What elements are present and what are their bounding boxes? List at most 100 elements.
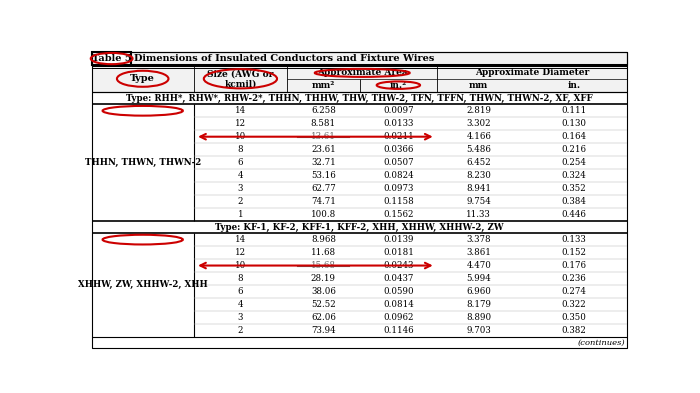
Text: 8.581: 8.581: [311, 119, 336, 128]
Text: (continues): (continues): [578, 338, 626, 347]
Text: 11.33: 11.33: [466, 210, 491, 219]
Text: 0.164: 0.164: [561, 132, 586, 141]
Text: 0.352: 0.352: [561, 184, 586, 193]
Text: 0.0243: 0.0243: [383, 261, 414, 270]
Text: 0.236: 0.236: [561, 274, 586, 283]
Text: 12: 12: [235, 248, 246, 257]
Text: 2.819: 2.819: [466, 106, 491, 115]
Text: 6.452: 6.452: [466, 158, 491, 167]
Text: Type: KF-1, KF-2, KFF-1, KFF-2, XHH, XHHW, XHHW-2, ZW: Type: KF-1, KF-2, KFF-1, KFF-2, XHH, XHH…: [216, 222, 504, 231]
Text: 74.71: 74.71: [311, 197, 336, 206]
Text: 6.960: 6.960: [466, 287, 491, 296]
Text: 0.254: 0.254: [561, 158, 586, 167]
Text: 73.94: 73.94: [311, 326, 336, 335]
Text: 8.890: 8.890: [466, 313, 491, 322]
Text: Type: Type: [130, 74, 155, 83]
Text: 8: 8: [237, 274, 243, 283]
Text: 0.0824: 0.0824: [383, 171, 414, 180]
Text: 1: 1: [237, 210, 243, 219]
Text: 4.470: 4.470: [466, 261, 491, 270]
Text: 0.384: 0.384: [561, 197, 586, 206]
Text: 14: 14: [235, 106, 246, 115]
Text: 3.378: 3.378: [466, 235, 491, 244]
Text: 15.68: 15.68: [311, 261, 336, 270]
Text: Approximate Area: Approximate Area: [317, 68, 407, 77]
Text: 0.350: 0.350: [561, 313, 586, 322]
Text: 0.152: 0.152: [561, 248, 586, 257]
Text: Table 5: Table 5: [92, 54, 132, 63]
Text: 0.446: 0.446: [561, 210, 586, 219]
Text: mm: mm: [469, 81, 489, 90]
Text: 8.941: 8.941: [466, 184, 491, 193]
Text: 38.06: 38.06: [311, 287, 336, 296]
Text: 8.230: 8.230: [466, 171, 491, 180]
Text: 0.0181: 0.0181: [383, 248, 414, 257]
Text: 0.0507: 0.0507: [383, 158, 414, 167]
Text: in.: in.: [567, 81, 580, 90]
Text: 0.1562: 0.1562: [383, 210, 414, 219]
Text: 14: 14: [235, 235, 246, 244]
Text: 0.0437: 0.0437: [383, 274, 414, 283]
Text: 2: 2: [238, 326, 243, 335]
Text: 12: 12: [235, 119, 246, 128]
Text: 62.06: 62.06: [311, 313, 336, 322]
Text: 0.1158: 0.1158: [383, 197, 414, 206]
Text: 10: 10: [234, 132, 246, 141]
Text: 0.0139: 0.0139: [383, 235, 414, 244]
Text: mm²: mm²: [312, 81, 335, 90]
Text: 6.258: 6.258: [311, 106, 336, 115]
Text: 2: 2: [238, 197, 243, 206]
Text: 6: 6: [238, 287, 243, 296]
Text: 8.179: 8.179: [466, 300, 491, 309]
Text: 6: 6: [238, 158, 243, 167]
Text: 53.16: 53.16: [311, 171, 336, 180]
Text: Dimensions of Insulated Conductors and Fixture Wires: Dimensions of Insulated Conductors and F…: [134, 54, 435, 63]
Text: 8: 8: [237, 145, 243, 154]
Text: 0.0590: 0.0590: [383, 287, 414, 296]
Text: in.²: in.²: [390, 81, 407, 90]
Text: Approximate Diameter: Approximate Diameter: [475, 68, 589, 77]
Text: 0.130: 0.130: [561, 119, 586, 128]
Bar: [92, 65, 627, 92]
Text: 10: 10: [234, 261, 246, 270]
Text: 3.302: 3.302: [466, 119, 491, 128]
Bar: [92, 52, 627, 65]
Text: 32.71: 32.71: [311, 158, 336, 167]
Text: 0.0973: 0.0973: [383, 184, 414, 193]
Text: 13.61: 13.61: [311, 132, 336, 141]
Text: 4: 4: [238, 171, 243, 180]
Text: THHN, THWN, THWN-2: THHN, THWN, THWN-2: [85, 158, 201, 167]
Text: 62.77: 62.77: [311, 184, 336, 193]
Text: 3: 3: [238, 313, 243, 322]
Text: 28.19: 28.19: [311, 274, 336, 283]
Text: 0.0814: 0.0814: [383, 300, 414, 309]
Text: 23.61: 23.61: [311, 145, 336, 154]
Text: 0.1146: 0.1146: [383, 326, 414, 335]
Text: 11.68: 11.68: [311, 248, 336, 257]
Text: 3: 3: [238, 184, 243, 193]
Text: 0.274: 0.274: [561, 287, 586, 296]
Text: 3.861: 3.861: [466, 248, 491, 257]
Text: 0.0097: 0.0097: [383, 106, 414, 115]
Text: Size (AWG or
kcmil): Size (AWG or kcmil): [207, 69, 274, 88]
Text: 4.166: 4.166: [466, 132, 491, 141]
Text: 4: 4: [238, 300, 243, 309]
Text: 0.111: 0.111: [561, 106, 587, 115]
Text: 52.52: 52.52: [311, 300, 336, 309]
Text: 100.8: 100.8: [311, 210, 336, 219]
Text: 9.754: 9.754: [466, 197, 491, 206]
Text: 0.322: 0.322: [561, 300, 586, 309]
Text: 9.703: 9.703: [466, 326, 491, 335]
Text: XHHW, ZW, XHHW-2, XHH: XHHW, ZW, XHHW-2, XHH: [78, 281, 208, 290]
Text: 0.176: 0.176: [561, 261, 586, 270]
Text: 0.0211: 0.0211: [383, 132, 414, 141]
Text: 0.0962: 0.0962: [383, 313, 414, 322]
Text: 0.382: 0.382: [561, 326, 586, 335]
Text: 0.216: 0.216: [561, 145, 586, 154]
Bar: [92, 52, 132, 65]
Text: 0.324: 0.324: [561, 171, 586, 180]
Text: 5.994: 5.994: [466, 274, 491, 283]
Text: 8.968: 8.968: [311, 235, 336, 244]
Text: 0.0133: 0.0133: [383, 119, 414, 128]
Text: 0.0366: 0.0366: [383, 145, 414, 154]
